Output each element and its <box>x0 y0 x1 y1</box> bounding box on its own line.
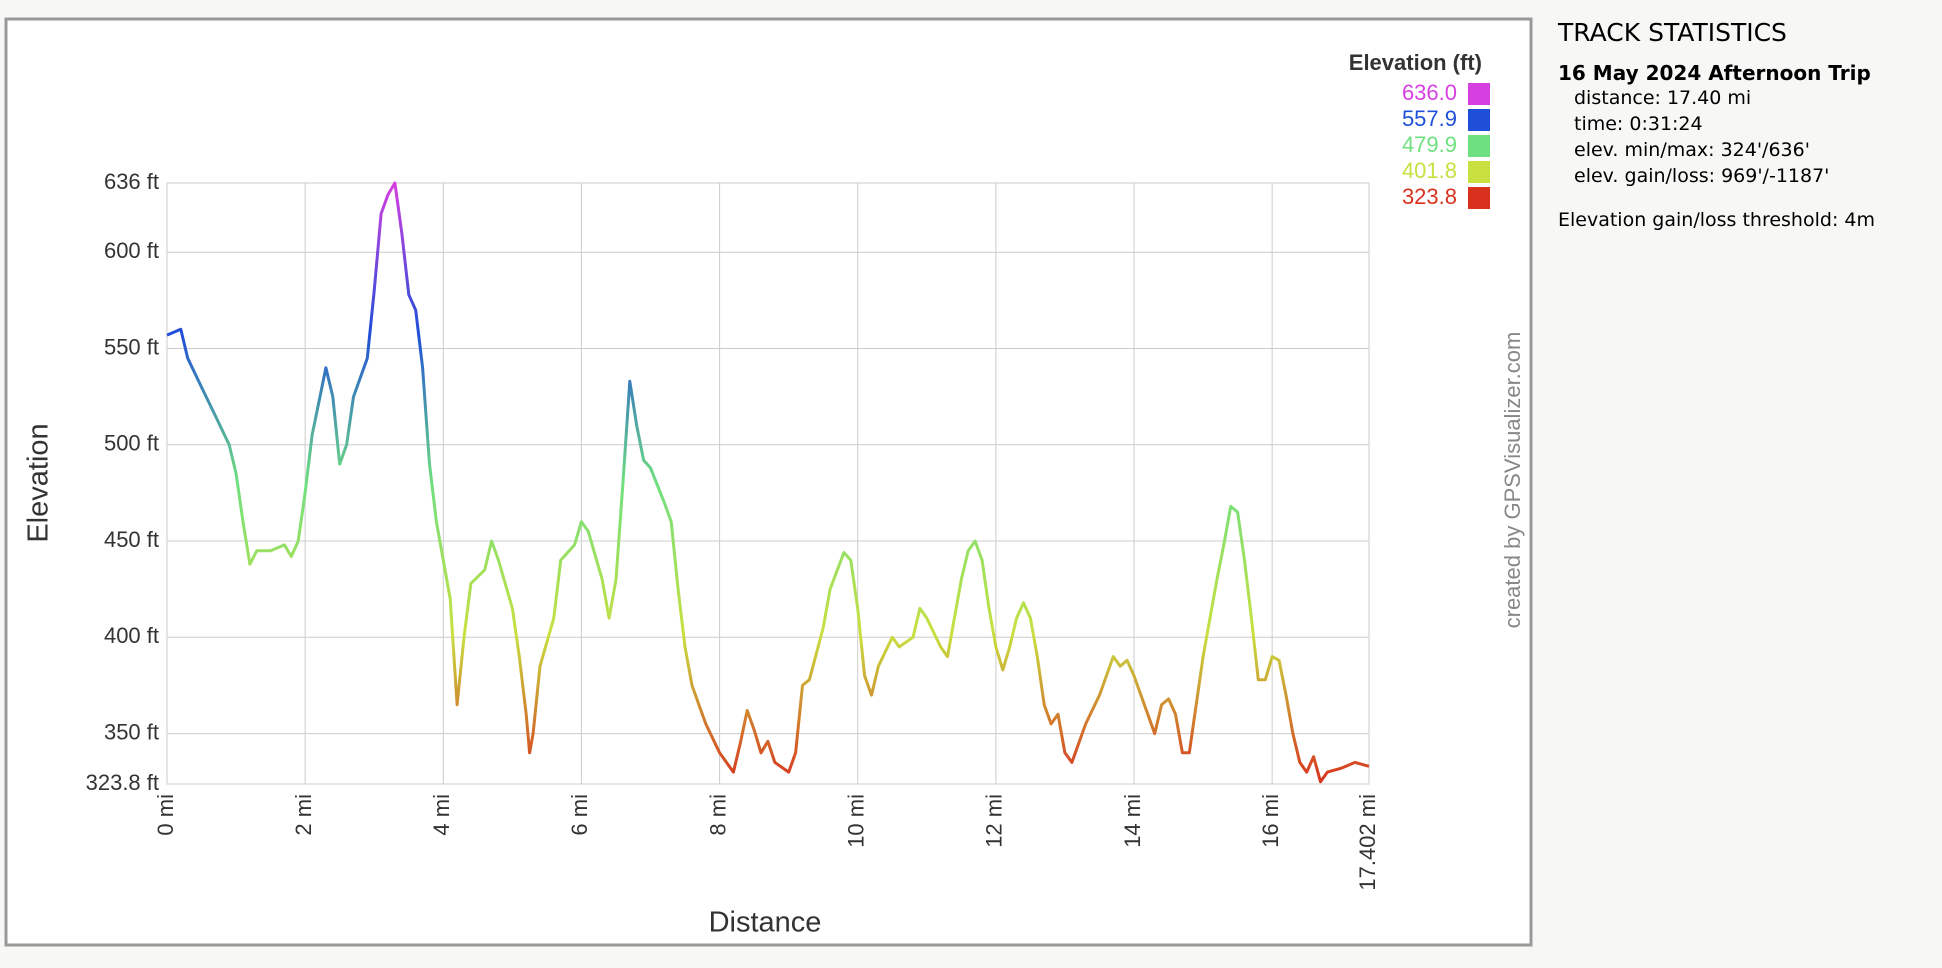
legend-label: 401.8 <box>1402 158 1457 183</box>
y-tick-label: 600 ft <box>104 238 159 263</box>
plot-area <box>166 182 1370 785</box>
stat-line: distance: 17.40 mi <box>1574 87 1752 109</box>
x-axis-title: Distance <box>709 907 822 939</box>
x-tick-label: 4 mi <box>429 794 454 836</box>
y-tick-label: 323.8 ft <box>86 770 159 795</box>
legend-label: 557.9 <box>1402 106 1457 131</box>
x-tick-label: 10 mi <box>844 794 869 848</box>
panel-title: TRACK STATISTICS <box>1558 18 1787 47</box>
x-tick-label: 12 mi <box>982 794 1007 848</box>
x-tick-label: 17.402 mi <box>1355 794 1380 891</box>
threshold-note: Elevation gain/loss threshold: 4m <box>1558 209 1875 231</box>
stat-line: time: 0:31:24 <box>1574 113 1703 135</box>
x-tick-label: 2 mi <box>291 794 316 836</box>
y-tick-label: 450 ft <box>104 527 159 552</box>
stats-panel: TRACK STATISTICS 16 May 2024 Afternoon T… <box>1558 18 1938 231</box>
y-axis-title: Elevation <box>23 423 55 542</box>
x-tick-label: 6 mi <box>567 794 592 836</box>
legend-swatch <box>1468 187 1490 209</box>
elevation-line <box>166 181 1370 784</box>
y-tick-label: 400 ft <box>104 623 159 648</box>
y-tick-label: 350 ft <box>104 719 159 744</box>
legend-swatch <box>1468 109 1490 131</box>
legend-label: 636.0 <box>1402 80 1457 105</box>
x-tick-label: 0 mi <box>153 794 178 836</box>
legend-swatch <box>1468 161 1490 183</box>
legend-title: Elevation (ft) <box>1349 50 1482 75</box>
legend-label: 479.9 <box>1402 132 1457 157</box>
watermark: created by GPSVisualizer.com <box>1500 332 1525 629</box>
chart: Elevation Distance created by GPSVisuali… <box>4 17 1533 947</box>
x-tick-label: 8 mi <box>705 794 730 836</box>
trip-name: 16 May 2024 Afternoon Trip <box>1558 61 1871 85</box>
y-tick-label: 550 ft <box>104 334 159 359</box>
legend-swatch <box>1468 83 1490 105</box>
stat-line: elev. gain/loss: 969'/-1187' <box>1574 165 1830 187</box>
y-tick-label: 500 ft <box>104 431 159 456</box>
legend-swatch <box>1468 135 1490 157</box>
legend-label: 323.8 <box>1402 184 1457 209</box>
y-tick-label: 636 ft <box>104 169 159 194</box>
x-tick-label: 16 mi <box>1258 794 1283 848</box>
x-tick-label: 14 mi <box>1120 794 1145 848</box>
stat-line: elev. min/max: 324'/636' <box>1574 139 1810 161</box>
